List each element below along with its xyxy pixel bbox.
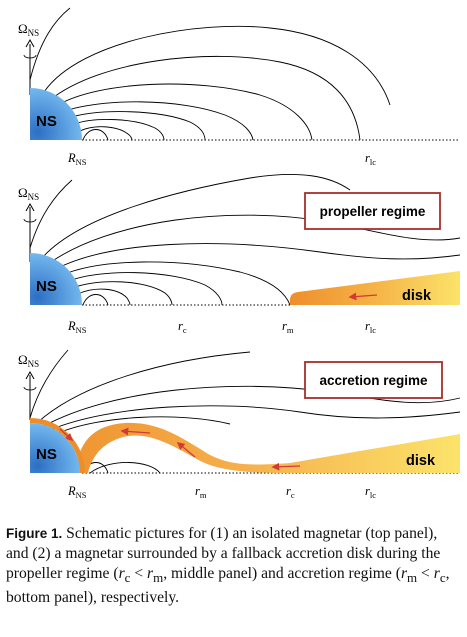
regime-label: accretion regime bbox=[319, 373, 428, 388]
rotation-axis: ΩNS bbox=[18, 21, 39, 95]
magnetic-field-lines bbox=[29, 7, 391, 141]
caption-condition-accretion: rm < rc bbox=[400, 565, 446, 586]
omega-label: ΩNS bbox=[18, 21, 39, 38]
caption-text-end: , bottom panel), respectively. bbox=[6, 565, 450, 607]
magnetic-field-lines bbox=[29, 174, 461, 306]
tick-rc: rc bbox=[178, 319, 187, 335]
disk-label: disk bbox=[402, 288, 432, 304]
panel-accretion: ΩNS accretion regime disk bbox=[18, 349, 461, 500]
ns-label: NS bbox=[36, 113, 57, 130]
tick-rlc: rlc bbox=[365, 319, 376, 335]
neutron-star: NS bbox=[30, 253, 82, 305]
ns-label: NS bbox=[36, 278, 57, 295]
figure-diagram: ΩNS NS RNS rlc bbox=[18, 7, 461, 500]
magnetic-field-lines bbox=[29, 349, 461, 474]
caption-text-mid: , middle panel) and accretion regime ( bbox=[163, 565, 401, 582]
axis-ticks: RNS rlc bbox=[67, 151, 376, 167]
regime-label-box: propeller regime bbox=[304, 192, 441, 230]
tick-rm: rm bbox=[282, 319, 294, 335]
tick-rns: RNS bbox=[67, 151, 87, 167]
tick-rc: rc bbox=[286, 484, 295, 500]
panel-propeller: ΩNS propeller regime disk NS bbox=[18, 174, 461, 335]
accretion-disk: disk bbox=[290, 271, 460, 305]
disk-label: disk bbox=[406, 453, 436, 469]
axis-ticks: RNS rm rc rlc bbox=[67, 484, 376, 500]
axis-ticks: RNS rc rm rlc bbox=[67, 319, 376, 335]
tick-rns: RNS bbox=[67, 319, 87, 335]
accretion-flow: disk bbox=[30, 418, 460, 473]
caption-label: Figure 1. bbox=[6, 526, 63, 541]
tick-rlc: rlc bbox=[365, 484, 376, 500]
omega-label: ΩNS bbox=[18, 185, 39, 202]
regime-label-box: accretion regime bbox=[304, 361, 443, 399]
figure-caption: Figure 1. Schematic pictures for (1) an … bbox=[6, 524, 462, 608]
rotation-axis: ΩNS bbox=[18, 352, 39, 420]
tick-rm: rm bbox=[195, 484, 207, 500]
disk-flow-arrow bbox=[348, 292, 378, 301]
caption-condition-propeller: rc < rm bbox=[118, 565, 164, 586]
caption-text: Schematic pictures for (1) an isolated m… bbox=[6, 525, 441, 582]
neutron-star: NS bbox=[30, 88, 82, 140]
flow-arrow bbox=[120, 427, 151, 436]
neutron-star: NS bbox=[30, 423, 80, 473]
rotation-axis: ΩNS bbox=[18, 185, 39, 262]
flow-arrow bbox=[271, 462, 301, 471]
tick-rns: RNS bbox=[67, 484, 87, 500]
ns-label: NS bbox=[36, 446, 57, 463]
panel-isolated-magnetar: ΩNS NS RNS rlc bbox=[18, 7, 460, 167]
omega-label: ΩNS bbox=[18, 352, 39, 369]
tick-rlc: rlc bbox=[365, 151, 376, 167]
flow-arrow bbox=[176, 442, 196, 458]
regime-label: propeller regime bbox=[320, 204, 426, 219]
flow-arrow bbox=[59, 428, 74, 442]
